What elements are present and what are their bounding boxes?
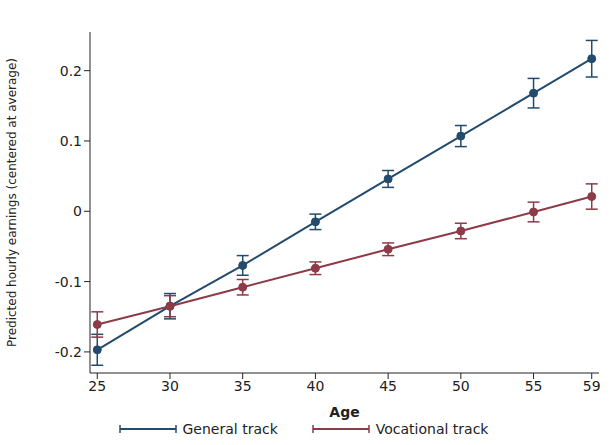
svg-text:0: 0	[73, 203, 82, 219]
html-text:Vocational track: Vocational track	[375, 421, 489, 437]
svg-text:0.2: 0.2	[60, 63, 82, 79]
svg-text:45: 45	[379, 378, 397, 394]
svg-text:35: 35	[234, 378, 252, 394]
svg-text:55: 55	[525, 378, 543, 394]
html-text:General track: General track	[182, 421, 278, 437]
svg-text:Predicted hourly earnings (cen: Predicted hourly earnings (centered at a…	[8, 58, 19, 347]
svg-text:25: 25	[88, 378, 106, 394]
svg-text:59: 59	[583, 378, 601, 394]
svg-text:-0.2: -0.2	[55, 344, 82, 360]
svg-text:40: 40	[307, 378, 325, 394]
svg-text:50: 50	[452, 378, 470, 394]
svg-text:-0.1: -0.1	[55, 274, 82, 290]
svg-text:0.1: 0.1	[60, 133, 82, 149]
svg-text:30: 30	[161, 378, 179, 394]
svg-text:Age: Age	[329, 404, 359, 420]
